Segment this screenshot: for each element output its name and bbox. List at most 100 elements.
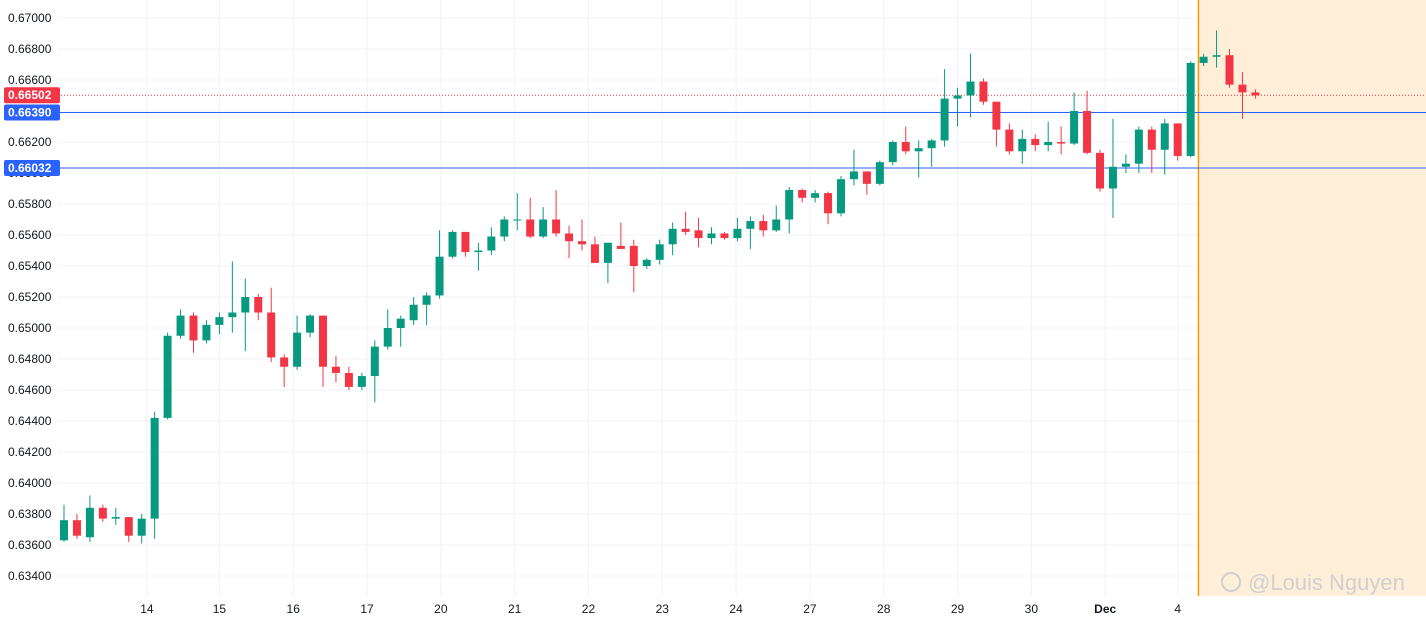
- candle[interactable]: [215, 312, 224, 335]
- candle[interactable]: [1134, 126, 1143, 174]
- candle[interactable]: [357, 372, 366, 390]
- candle[interactable]: [513, 193, 522, 231]
- candle[interactable]: [940, 69, 949, 147]
- candle[interactable]: [1057, 126, 1066, 155]
- candle[interactable]: [137, 514, 146, 544]
- candle[interactable]: [1225, 49, 1234, 88]
- candle[interactable]: [1251, 89, 1260, 99]
- candle[interactable]: [720, 231, 729, 240]
- candle[interactable]: [785, 186, 794, 234]
- candle[interactable]: [953, 87, 962, 127]
- candle[interactable]: [1005, 123, 1014, 155]
- candle[interactable]: [293, 315, 302, 370]
- candle[interactable]: [888, 140, 897, 166]
- candle[interactable]: [72, 514, 81, 539]
- time-axis[interactable]: 14 15 16 17 20 21 22 23 24 27 28 29 30 Dec 4: [140, 602, 1181, 616]
- candle[interactable]: [681, 211, 690, 235]
- candle[interactable]: [772, 205, 781, 232]
- candle[interactable]: [331, 355, 340, 383]
- candle[interactable]: [526, 197, 535, 239]
- candle[interactable]: [616, 222, 625, 249]
- candle[interactable]: [849, 149, 858, 186]
- candle[interactable]: [966, 53, 975, 118]
- candle[interactable]: [409, 297, 418, 325]
- candle[interactable]: [1121, 154, 1130, 173]
- candle[interactable]: [306, 314, 315, 338]
- candle[interactable]: [552, 190, 561, 237]
- candle[interactable]: [927, 138, 936, 167]
- candle[interactable]: [539, 207, 548, 239]
- candle[interactable]: [461, 231, 470, 257]
- candle[interactable]: [578, 219, 586, 251]
- candle[interactable]: [1044, 121, 1053, 152]
- candle[interactable]: [1070, 92, 1079, 146]
- candle[interactable]: [629, 239, 638, 293]
- candle[interactable]: [642, 258, 651, 270]
- candle[interactable]: [422, 292, 431, 325]
- candle[interactable]: [254, 293, 263, 321]
- candle[interactable]: [875, 160, 884, 186]
- candle[interactable]: [60, 504, 68, 542]
- candle[interactable]: [202, 320, 211, 344]
- candles[interactable]: [60, 30, 1260, 544]
- candle[interactable]: [901, 126, 910, 155]
- candle[interactable]: [448, 230, 457, 259]
- candle[interactable]: [837, 176, 845, 217]
- candle[interactable]: [979, 78, 988, 105]
- candle[interactable]: [474, 242, 483, 271]
- candle[interactable]: [1096, 149, 1104, 192]
- candle[interactable]: [319, 315, 327, 387]
- candle[interactable]: [992, 101, 1001, 147]
- candle[interactable]: [1212, 30, 1221, 68]
- candle[interactable]: [344, 366, 353, 390]
- candle[interactable]: [383, 309, 392, 350]
- candle[interactable]: [668, 222, 677, 256]
- candle[interactable]: [150, 411, 159, 539]
- candle[interactable]: [798, 188, 807, 203]
- candle[interactable]: [759, 214, 768, 237]
- candle[interactable]: [85, 495, 94, 542]
- candle[interactable]: [590, 236, 599, 263]
- candle[interactable]: [603, 242, 612, 284]
- candle[interactable]: [176, 309, 185, 339]
- candle[interactable]: [565, 225, 574, 259]
- horizontal-level-lines[interactable]: [58, 0, 1426, 169]
- candle[interactable]: [124, 517, 133, 542]
- candle[interactable]: [98, 504, 107, 522]
- candle[interactable]: [111, 507, 120, 525]
- candle[interactable]: [267, 287, 276, 363]
- candle[interactable]: [746, 216, 755, 249]
- candle[interactable]: [280, 354, 289, 387]
- candle[interactable]: [655, 239, 664, 265]
- candle[interactable]: [707, 227, 716, 245]
- candle[interactable]: [241, 278, 250, 352]
- candle[interactable]: [435, 230, 444, 299]
- candle[interactable]: [811, 190, 820, 203]
- candle[interactable]: [1186, 61, 1195, 158]
- candle[interactable]: [370, 340, 379, 403]
- candle[interactable]: [163, 332, 172, 420]
- candle[interactable]: [733, 217, 742, 242]
- candle[interactable]: [1160, 118, 1169, 175]
- candle[interactable]: [189, 312, 198, 353]
- candle[interactable]: [1238, 72, 1247, 119]
- candle[interactable]: [914, 140, 923, 178]
- candle[interactable]: [1108, 118, 1117, 218]
- candle[interactable]: [1083, 90, 1092, 155]
- candle[interactable]: [1018, 129, 1027, 164]
- candle[interactable]: [228, 261, 237, 333]
- candle-body: [707, 233, 716, 239]
- candle[interactable]: [1173, 123, 1182, 161]
- candle-body: [1238, 84, 1247, 93]
- candle[interactable]: [824, 191, 833, 225]
- candle[interactable]: [862, 171, 871, 195]
- candle[interactable]: [396, 315, 405, 347]
- candle[interactable]: [694, 217, 703, 248]
- candle[interactable]: [487, 227, 496, 256]
- x-tick-label: 28: [877, 602, 891, 616]
- candle[interactable]: [500, 216, 509, 242]
- candle[interactable]: [1147, 126, 1156, 174]
- candle[interactable]: [1031, 134, 1040, 152]
- candle[interactable]: [1199, 53, 1208, 67]
